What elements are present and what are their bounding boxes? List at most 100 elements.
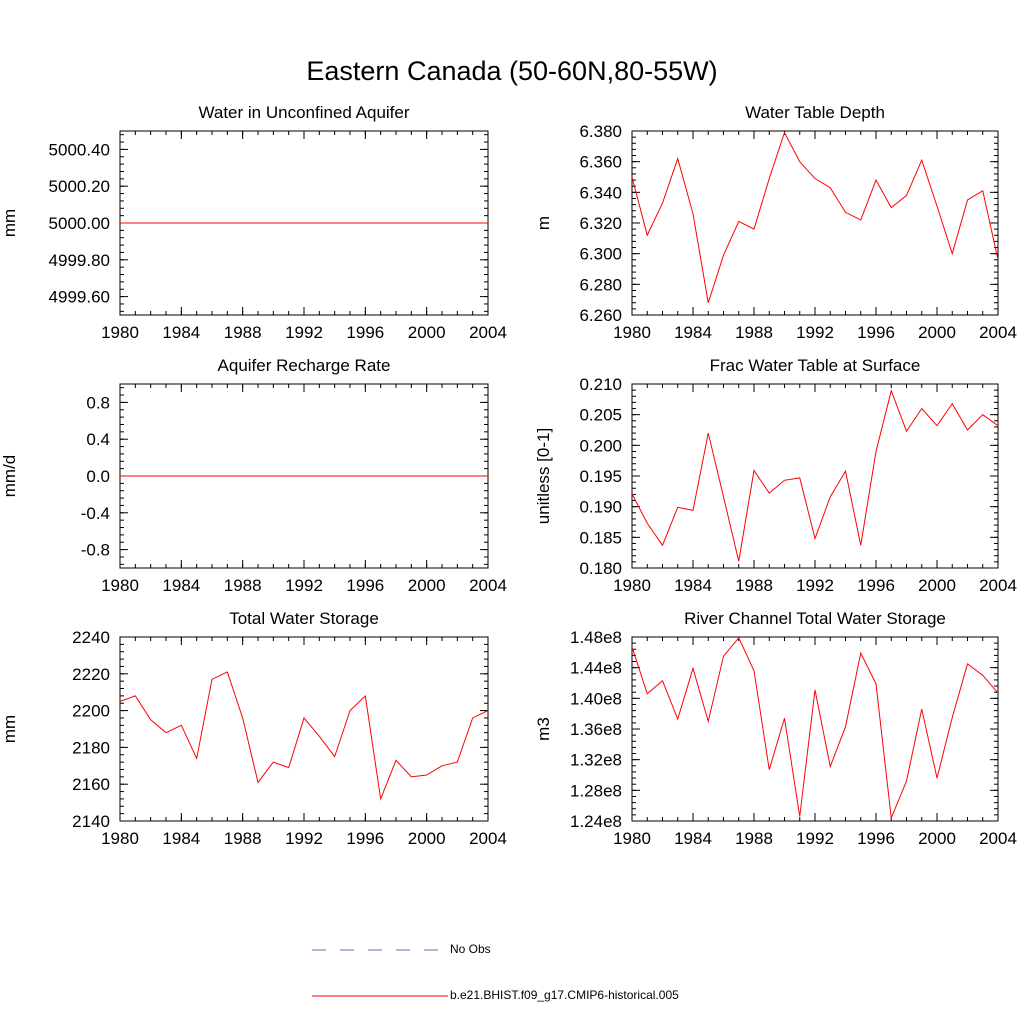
x-tick-label: 1988: [735, 323, 773, 342]
y-tick-label: 1.48e8: [570, 628, 622, 647]
x-tick-label: 1980: [101, 323, 139, 342]
x-tick-label: 1992: [796, 323, 834, 342]
y-tick-label: 0.200: [579, 436, 622, 455]
y-tick-label: 0.190: [579, 498, 622, 517]
y-tick-label: 0.180: [579, 559, 622, 578]
y-tick-label: 1.36e8: [570, 720, 622, 739]
x-tick-label: 1984: [674, 323, 712, 342]
y-tick-label: 0.195: [579, 467, 622, 486]
y-tick-label: 2220: [72, 665, 110, 684]
x-tick-label: 1980: [613, 323, 651, 342]
figure-title: Eastern Canada (50-60N,80-55W): [306, 56, 718, 86]
y-tick-label: 0.185: [579, 528, 622, 547]
x-tick-label: 1984: [674, 576, 712, 595]
x-tick-label: 2004: [979, 829, 1017, 848]
x-tick-label: 1992: [285, 576, 323, 595]
y-tick-label: 5000.00: [49, 214, 110, 233]
x-tick-label: 1984: [674, 829, 712, 848]
x-tick-label: 2004: [979, 323, 1017, 342]
x-tick-label: 1992: [285, 323, 323, 342]
series-line: [631, 636, 999, 820]
y-tick-label: 1.24e8: [570, 812, 622, 831]
x-tick-label: 1988: [224, 829, 262, 848]
plot-frame: [631, 636, 999, 822]
y-axis-label: unitless [0-1]: [534, 428, 553, 524]
x-tick-label: 1996: [857, 829, 895, 848]
x-tick-label: 2000: [918, 829, 956, 848]
panel-title: Aquifer Recharge Rate: [218, 356, 391, 375]
panel-river-channel-total-water-storage: 1980 1984 1988 1992 1996 2000 2004 1.24e8 1.28e8…: [534, 609, 1017, 848]
series-line: [119, 671, 489, 801]
panel-water-table-depth: 1980 1984 1988 1992 1996 2000 2004 6.260 6.280 6.…: [534, 103, 1017, 342]
panel-frac-water-table-at-surface: 1980 1984 1988 1992 1996 2000 2004 0.180 0.185 0.…: [534, 356, 1017, 595]
y-tick-label: 0.8: [86, 393, 110, 412]
y-tick-label: 6.260: [579, 306, 622, 325]
x-tick-label: 2000: [408, 323, 446, 342]
x-tick-label: 1996: [346, 323, 384, 342]
x-tick-label: 2000: [918, 323, 956, 342]
x-tick-label: 2000: [918, 576, 956, 595]
x-tick-label: 1988: [735, 829, 773, 848]
series-line: [631, 131, 999, 303]
y-tick-label: -0.4: [81, 504, 110, 523]
y-axis-label: m3: [534, 717, 553, 741]
panel-total-water-storage: 1980 1984 1988 1992 1996 2000 2004 2140 2160 2180…: [0, 609, 507, 848]
y-tick-label: 6.300: [579, 245, 622, 264]
x-tick-label: 1988: [224, 576, 262, 595]
y-tick-label: -0.8: [81, 541, 110, 560]
plot-frame: [119, 636, 489, 822]
x-tick-label: 1988: [224, 323, 262, 342]
panel-title: Water in Unconfined Aquifer: [198, 103, 409, 122]
x-tick-label: 1984: [162, 323, 200, 342]
panel-title: Water Table Depth: [745, 103, 885, 122]
series-line: [631, 389, 999, 562]
plot-frame: [631, 130, 999, 316]
y-tick-label: 2140: [72, 812, 110, 831]
x-tick-label: 1992: [285, 829, 323, 848]
x-tick-label: 1984: [162, 576, 200, 595]
y-tick-label: 6.320: [579, 214, 622, 233]
x-tick-label: 1980: [101, 829, 139, 848]
panel-aquifer-recharge-rate: 1980 1984 1988 1992 1996 2000 2004 -0.8 -0.4 0.0 0…: [0, 356, 507, 595]
x-tick-label: 1980: [613, 576, 651, 595]
panel-water-in-unconfined-aquifer: 1980 1984 1988 1992 1996 2000 2004 4999.60 4999.…: [0, 103, 507, 342]
y-tick-label: 6.380: [579, 122, 622, 141]
x-tick-label: 1988: [735, 576, 773, 595]
legend-label-model: b.e21.BHIST.f09_g17.CMIP6-historical.005: [450, 988, 679, 1002]
y-axis-label: mm: [0, 209, 19, 237]
y-tick-label: 4999.80: [49, 251, 110, 270]
y-tick-label: 1.40e8: [570, 689, 622, 708]
y-tick-label: 0.210: [579, 375, 622, 394]
y-tick-label: 2240: [72, 628, 110, 647]
y-tick-label: 2200: [72, 702, 110, 721]
x-tick-label: 2004: [979, 576, 1017, 595]
y-tick-label: 6.340: [579, 183, 622, 202]
legend: [312, 949, 448, 997]
plot-frame: [631, 383, 999, 569]
x-tick-label: 2004: [469, 829, 507, 848]
x-tick-label: 1992: [796, 576, 834, 595]
x-tick-label: 1980: [101, 576, 139, 595]
x-tick-label: 1996: [857, 323, 895, 342]
y-tick-label: 1.44e8: [570, 659, 622, 678]
y-tick-label: 0.205: [579, 406, 622, 425]
x-tick-label: 1996: [346, 829, 384, 848]
legend-label-no-obs: No Obs: [450, 942, 491, 956]
y-tick-label: 6.280: [579, 275, 622, 294]
y-axis-label: m: [534, 216, 553, 230]
y-axis-label: mm/d: [0, 455, 19, 498]
panel-title: River Channel Total Water Storage: [684, 609, 946, 628]
y-tick-label: 4999.60: [49, 288, 110, 307]
x-tick-label: 2004: [469, 323, 507, 342]
y-axis-label: mm: [0, 715, 19, 743]
y-tick-label: 5000.20: [49, 177, 110, 196]
y-tick-label: 2160: [72, 775, 110, 794]
y-tick-label: 0.0: [86, 467, 110, 486]
y-tick-label: 5000.40: [49, 140, 110, 159]
panel-title: Frac Water Table at Surface: [710, 356, 921, 375]
x-tick-label: 2000: [408, 576, 446, 595]
x-tick-label: 1996: [346, 576, 384, 595]
y-tick-label: 6.360: [579, 153, 622, 172]
x-tick-label: 2000: [408, 829, 446, 848]
